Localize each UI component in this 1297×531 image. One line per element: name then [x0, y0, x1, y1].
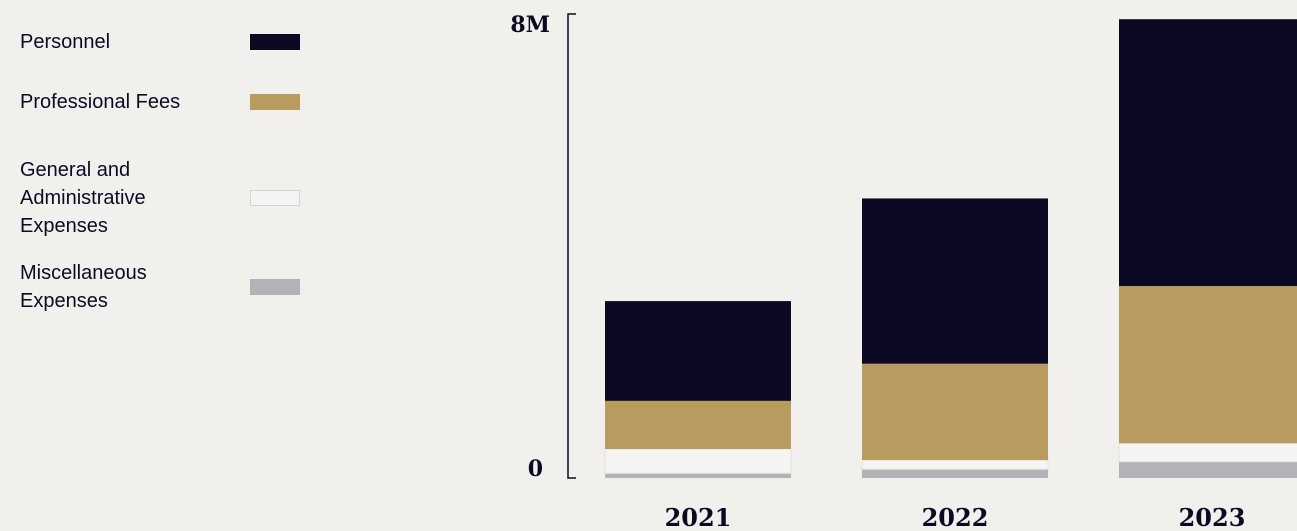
bar-2021-miscellaneous-expenses [605, 473, 791, 478]
legend-label-professional-fees: Professional Fees [20, 91, 181, 113]
bars-group [604, 19, 1297, 478]
legend-swatch-professional-fees [250, 94, 300, 110]
x-tick-label-2022: 2022 [922, 503, 989, 531]
x-tick-label-2023: 2023 [1179, 503, 1246, 531]
bar-2022-personnel [862, 198, 1048, 364]
bar-2022-general-and-administrative-expenses [861, 459, 1049, 470]
legend-swatch-personnel [250, 34, 300, 50]
bar-2023-general-and-administrative-expenses [1118, 442, 1297, 463]
bar-2021-professional-fees [605, 400, 791, 449]
bar-2022-professional-fees [862, 363, 1048, 461]
y-tick-label-max: 8M [510, 12, 550, 38]
legend-label-general-administrative: General and Administrative Expenses [20, 159, 146, 237]
y-axis-bracket [567, 13, 576, 479]
legend-swatch-general-administrative [250, 190, 300, 206]
legend-label-miscellaneous: Miscellaneous Expenses [20, 262, 147, 312]
chart-legend: Personnel Professional Fees General and … [20, 0, 310, 531]
legend-label-personnel: Personnel [20, 31, 111, 53]
x-axis-labels: 2021 2022 2023 [665, 503, 1246, 531]
bar-2023-miscellaneous-expenses [1119, 461, 1297, 478]
bar-2023-personnel [1119, 19, 1297, 287]
legend-swatch-miscellaneous [250, 279, 300, 295]
bar-2022-miscellaneous-expenses [862, 469, 1048, 478]
bar-2023-professional-fees [1119, 286, 1297, 444]
legend-item-general-administrative: General and Administrative Expenses [20, 156, 300, 240]
legend-item-personnel: Personnel [20, 28, 300, 56]
bar-2021-general-and-administrative-expenses [604, 448, 792, 474]
y-tick-label-min: 0 [528, 456, 543, 482]
bar-2021-personnel [605, 301, 791, 401]
legend-item-miscellaneous: Miscellaneous Expenses [20, 259, 300, 315]
legend-item-professional-fees: Professional Fees [20, 88, 300, 116]
y-axis: 8M 0 [510, 12, 576, 482]
x-tick-label-2021: 2021 [665, 503, 732, 531]
